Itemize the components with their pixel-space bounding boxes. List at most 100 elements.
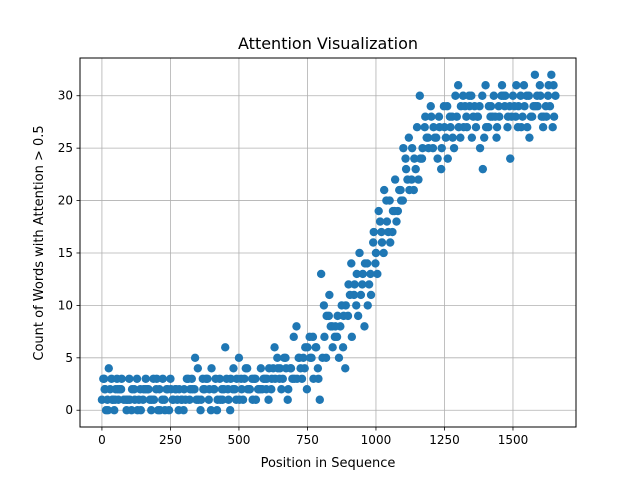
- data-point: [475, 143, 485, 153]
- data-point: [489, 91, 498, 100]
- data-point: [241, 364, 250, 373]
- data-point: [331, 322, 340, 331]
- data-point: [286, 364, 295, 373]
- data-point: [481, 122, 491, 132]
- data-point: [422, 133, 431, 142]
- data-point: [503, 122, 512, 132]
- x-tick-label: 1000: [361, 433, 392, 447]
- data-point: [217, 385, 227, 394]
- data-point: [315, 395, 324, 404]
- data-point: [497, 91, 506, 100]
- data-point: [399, 143, 408, 153]
- data-point: [251, 395, 261, 404]
- data-point: [275, 374, 284, 383]
- data-point: [396, 196, 406, 205]
- y-axis-label: Count of Words with Attention > 0.5: [32, 125, 47, 360]
- data-point: [360, 322, 369, 331]
- data-point: [369, 227, 378, 237]
- x-tick-label: 250: [159, 433, 182, 447]
- data-point: [484, 102, 494, 111]
- data-point: [355, 248, 364, 258]
- data-point: [407, 143, 417, 153]
- data-point: [347, 259, 356, 268]
- data-point: [409, 185, 418, 195]
- data-point: [377, 227, 386, 237]
- data-point: [196, 406, 205, 415]
- data-point: [375, 217, 385, 226]
- data-point: [451, 91, 460, 100]
- data-point: [277, 385, 286, 394]
- data-point: [448, 133, 457, 142]
- data-point: [373, 269, 382, 279]
- data-point: [273, 364, 283, 373]
- data-point: [535, 81, 545, 90]
- data-point: [328, 343, 337, 352]
- data-point: [243, 385, 252, 394]
- x-tick-label: 750: [296, 433, 319, 447]
- data-point: [377, 238, 387, 247]
- data-point: [388, 206, 398, 216]
- data-point: [333, 311, 342, 321]
- data-point: [256, 364, 266, 373]
- data-point: [366, 269, 375, 279]
- data-point: [530, 70, 540, 79]
- data-point: [454, 122, 463, 132]
- data-point: [309, 374, 318, 383]
- data-point: [532, 91, 542, 100]
- data-point: [412, 122, 422, 132]
- data-point: [382, 196, 391, 205]
- data-point: [225, 406, 235, 415]
- x-tick-label: 500: [227, 433, 250, 447]
- data-point: [427, 112, 436, 121]
- data-point: [538, 122, 548, 132]
- data-point: [337, 301, 346, 310]
- data-point: [382, 217, 392, 226]
- data-point: [434, 112, 444, 121]
- data-point: [462, 122, 472, 132]
- x-tick-label: 0: [98, 433, 106, 447]
- data-point: [475, 102, 484, 111]
- data-point: [350, 280, 359, 289]
- data-point: [108, 395, 117, 404]
- data-point: [366, 290, 376, 300]
- y-tick-label: 5: [65, 351, 73, 365]
- data-point: [415, 91, 425, 100]
- data-point: [237, 385, 246, 394]
- data-point: [139, 385, 148, 394]
- data-point: [473, 112, 483, 121]
- data-point: [229, 364, 238, 373]
- data-point: [149, 374, 158, 383]
- data-point: [211, 374, 220, 383]
- data-point: [433, 154, 442, 163]
- data-point: [465, 102, 474, 111]
- data-point: [299, 353, 308, 363]
- data-point: [190, 385, 199, 394]
- data-point: [236, 374, 246, 383]
- data-point: [362, 259, 372, 268]
- data-point: [343, 311, 353, 321]
- data-point: [549, 112, 559, 121]
- data-point: [453, 81, 463, 90]
- data-point: [414, 175, 423, 184]
- data-point: [283, 395, 292, 404]
- data-point: [545, 102, 555, 111]
- data-point: [551, 91, 560, 100]
- data-point: [478, 91, 487, 100]
- data-point: [371, 259, 380, 268]
- x-tick-label: 1250: [429, 433, 460, 447]
- data-point: [279, 353, 289, 363]
- data-point: [344, 280, 353, 289]
- data-point: [386, 238, 395, 247]
- data-point: [134, 395, 144, 404]
- data-point: [247, 374, 257, 383]
- data-point: [325, 290, 334, 300]
- data-point: [494, 102, 503, 111]
- data-point: [497, 81, 507, 90]
- data-point: [510, 102, 519, 111]
- data-point: [160, 395, 169, 404]
- data-point: [542, 112, 551, 121]
- data-point: [384, 227, 393, 237]
- data-point: [307, 353, 316, 363]
